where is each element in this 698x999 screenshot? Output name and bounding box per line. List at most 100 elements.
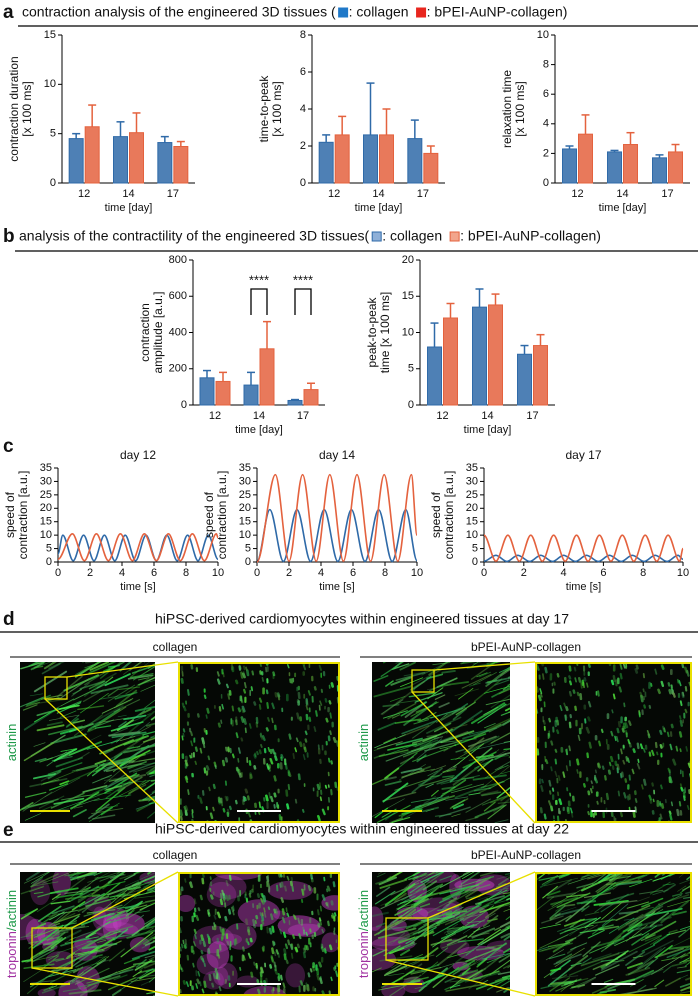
texture xyxy=(279,883,282,888)
micrograph xyxy=(20,662,155,822)
texture xyxy=(576,900,597,905)
texture xyxy=(590,937,625,949)
texture xyxy=(637,946,666,969)
texture xyxy=(119,662,133,672)
texture xyxy=(302,947,307,953)
texture xyxy=(85,932,97,939)
texture xyxy=(479,901,510,914)
texture xyxy=(134,914,144,922)
texture xyxy=(425,963,440,970)
texture xyxy=(321,928,325,934)
texture xyxy=(500,925,510,932)
texture xyxy=(402,743,437,758)
texture xyxy=(124,872,155,887)
x-tick-label: 14 xyxy=(616,188,628,200)
texture xyxy=(554,947,585,967)
texture xyxy=(438,702,450,709)
texture xyxy=(247,929,251,936)
x-tick-label: 10 xyxy=(212,567,224,579)
texture xyxy=(281,908,286,916)
texture xyxy=(150,902,155,904)
texture xyxy=(476,672,488,678)
texture xyxy=(460,764,472,773)
zoom-region xyxy=(31,927,73,969)
texture xyxy=(137,968,154,974)
texture xyxy=(267,906,271,911)
texture xyxy=(498,954,510,963)
texture xyxy=(562,771,566,778)
texture xyxy=(207,755,211,761)
legend-swatch xyxy=(449,231,460,242)
texture xyxy=(654,668,658,675)
texture xyxy=(82,689,104,703)
zoom-region xyxy=(385,917,429,961)
texture xyxy=(184,878,187,883)
bar xyxy=(113,136,128,184)
texture xyxy=(89,662,110,671)
texture xyxy=(556,672,560,678)
texture xyxy=(596,800,599,805)
texture xyxy=(225,683,229,689)
texture xyxy=(412,720,438,739)
texture xyxy=(677,885,687,892)
bar xyxy=(318,141,334,184)
texture xyxy=(281,916,286,924)
micrograph xyxy=(372,872,510,996)
zoom-region xyxy=(44,676,68,700)
texture xyxy=(124,873,136,881)
texture xyxy=(651,782,654,787)
texture xyxy=(538,942,573,953)
texture xyxy=(619,672,623,680)
texture xyxy=(197,970,201,977)
texture xyxy=(72,688,83,695)
texture xyxy=(86,909,116,914)
texture xyxy=(77,893,92,901)
texture xyxy=(86,727,97,733)
texture xyxy=(411,767,443,794)
texture xyxy=(542,719,546,725)
texture xyxy=(657,688,661,695)
panel-label: b xyxy=(3,226,15,247)
texture xyxy=(477,942,507,966)
texture xyxy=(595,964,620,976)
texture xyxy=(502,884,510,890)
texture xyxy=(543,813,547,820)
texture xyxy=(202,741,206,749)
texture xyxy=(493,797,510,813)
y-axis-label: contraction [a.u.] xyxy=(16,471,30,560)
texture xyxy=(99,693,134,700)
texture xyxy=(659,743,663,749)
texture xyxy=(446,960,476,976)
texture xyxy=(261,677,264,682)
texture xyxy=(213,922,216,928)
texture xyxy=(232,910,235,916)
texture xyxy=(503,908,510,912)
y-tick-label: 5 xyxy=(50,128,56,140)
texture xyxy=(632,748,636,754)
texture xyxy=(106,911,123,921)
texture xyxy=(659,729,663,735)
texture xyxy=(543,877,579,887)
y-tick-label: 4 xyxy=(300,103,306,115)
texture xyxy=(686,804,690,810)
texture xyxy=(244,918,249,926)
texture xyxy=(435,909,458,927)
texture xyxy=(670,801,674,807)
texture xyxy=(660,680,665,688)
texture xyxy=(190,731,193,737)
texture xyxy=(332,881,336,888)
texture xyxy=(299,741,303,748)
texture xyxy=(95,786,126,812)
texture xyxy=(130,673,154,678)
stain-text: /actinin xyxy=(4,890,19,931)
texture xyxy=(546,892,576,899)
texture xyxy=(605,879,643,886)
texture xyxy=(477,889,510,901)
texture xyxy=(504,707,510,712)
texture xyxy=(335,740,339,747)
texture xyxy=(658,894,682,907)
texture xyxy=(101,889,128,912)
x-tick-label: 4 xyxy=(318,567,324,579)
texture xyxy=(271,748,276,755)
texture xyxy=(249,772,254,779)
